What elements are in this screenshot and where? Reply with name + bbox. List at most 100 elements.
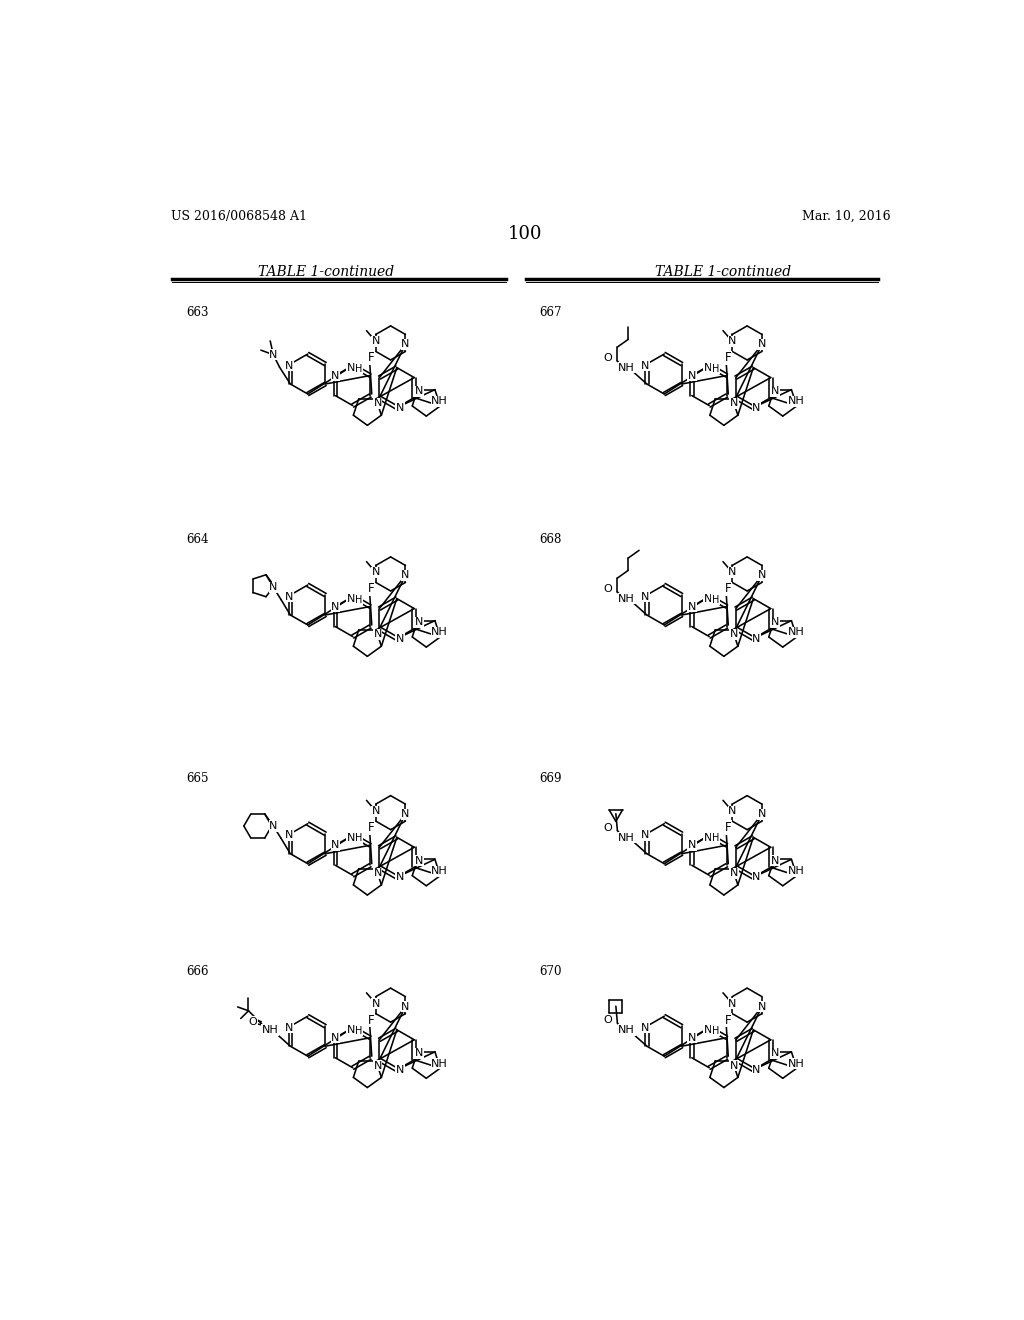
Text: N: N [372, 999, 380, 1008]
Text: 666: 666 [186, 965, 209, 978]
Text: N: N [331, 1032, 340, 1043]
Text: NH: NH [618, 1026, 635, 1035]
Text: N: N [395, 873, 404, 882]
Text: N: N [374, 869, 382, 878]
Text: NH: NH [618, 594, 635, 603]
Text: NH: NH [787, 1059, 805, 1069]
Text: NH: NH [431, 627, 447, 638]
Text: N: N [687, 371, 696, 380]
Text: N: N [395, 634, 404, 644]
Text: N: N [347, 833, 355, 842]
Text: N: N [331, 602, 340, 611]
Text: N: N [331, 371, 340, 380]
Text: 665: 665 [186, 772, 209, 785]
Text: H: H [712, 594, 719, 605]
Text: N: N [641, 830, 649, 841]
Text: N: N [687, 602, 696, 611]
Text: 100: 100 [508, 224, 542, 243]
Text: H: H [355, 833, 362, 843]
Text: NH: NH [431, 866, 447, 876]
Text: F: F [368, 1014, 375, 1027]
Text: N: N [687, 841, 696, 850]
Text: NH: NH [787, 627, 805, 638]
Text: NH: NH [431, 1059, 447, 1069]
Text: N: N [415, 1048, 423, 1059]
Text: F: F [725, 351, 731, 364]
Text: N: N [269, 582, 278, 593]
Text: N: N [728, 337, 736, 346]
Text: N: N [753, 1065, 761, 1074]
Text: N: N [372, 568, 380, 577]
Text: N: N [285, 1023, 293, 1032]
Text: N: N [347, 1026, 355, 1035]
Text: N: N [395, 1065, 404, 1074]
Text: N: N [771, 855, 779, 866]
Text: N: N [269, 821, 278, 832]
Text: NH: NH [787, 866, 805, 876]
Text: H: H [712, 363, 719, 374]
Text: Mar. 10, 2016: Mar. 10, 2016 [802, 210, 891, 223]
Text: N: N [771, 387, 779, 396]
Text: TABLE 1-continued: TABLE 1-continued [258, 265, 394, 280]
Text: 667: 667 [539, 306, 561, 319]
Text: 663: 663 [186, 306, 209, 319]
Text: O: O [604, 583, 612, 594]
Text: N: N [703, 1026, 712, 1035]
Text: 670: 670 [539, 965, 561, 978]
Text: N: N [728, 999, 736, 1008]
Text: N: N [415, 618, 423, 627]
Text: N: N [753, 873, 761, 882]
Text: F: F [725, 1014, 731, 1027]
Text: N: N [374, 630, 382, 639]
Text: N: N [285, 830, 293, 841]
Text: N: N [374, 1060, 382, 1071]
Text: TABLE 1-continued: TABLE 1-continued [655, 265, 792, 280]
Text: H: H [355, 594, 362, 605]
Text: F: F [368, 582, 375, 595]
Text: N: N [758, 809, 766, 820]
Text: N: N [771, 618, 779, 627]
Text: 664: 664 [186, 533, 209, 546]
Text: N: N [758, 570, 766, 581]
Text: N: N [730, 399, 738, 408]
Text: 669: 669 [539, 772, 561, 785]
Text: N: N [730, 1060, 738, 1071]
Text: H: H [355, 363, 362, 374]
Text: N: N [347, 594, 355, 603]
Text: O: O [604, 822, 612, 833]
Text: F: F [725, 582, 731, 595]
Text: N: N [285, 591, 293, 602]
Text: N: N [703, 363, 712, 372]
Text: N: N [641, 1023, 649, 1032]
Text: N: N [771, 1048, 779, 1059]
Text: N: N [347, 363, 355, 372]
Text: H: H [712, 1026, 719, 1036]
Text: N: N [753, 403, 761, 413]
Text: N: N [372, 807, 380, 816]
Text: N: N [753, 634, 761, 644]
Text: N: N [331, 841, 340, 850]
Text: N: N [730, 630, 738, 639]
Text: NH: NH [618, 363, 635, 372]
Text: N: N [703, 594, 712, 603]
Text: N: N [703, 833, 712, 842]
Text: N: N [641, 360, 649, 371]
Text: N: N [401, 1002, 410, 1011]
Text: N: N [395, 403, 404, 413]
Text: N: N [415, 387, 423, 396]
Text: N: N [374, 399, 382, 408]
Text: N: N [401, 339, 410, 350]
Text: N: N [728, 568, 736, 577]
Text: N: N [687, 1032, 696, 1043]
Text: N: N [730, 869, 738, 878]
Text: F: F [368, 821, 375, 834]
Text: NH: NH [787, 396, 805, 407]
Text: NH: NH [262, 1026, 279, 1035]
Text: N: N [728, 807, 736, 816]
Text: NH: NH [618, 833, 635, 842]
Text: O: O [604, 352, 612, 363]
Text: N: N [415, 855, 423, 866]
Text: N: N [641, 591, 649, 602]
Text: N: N [269, 350, 278, 360]
Text: F: F [725, 821, 731, 834]
